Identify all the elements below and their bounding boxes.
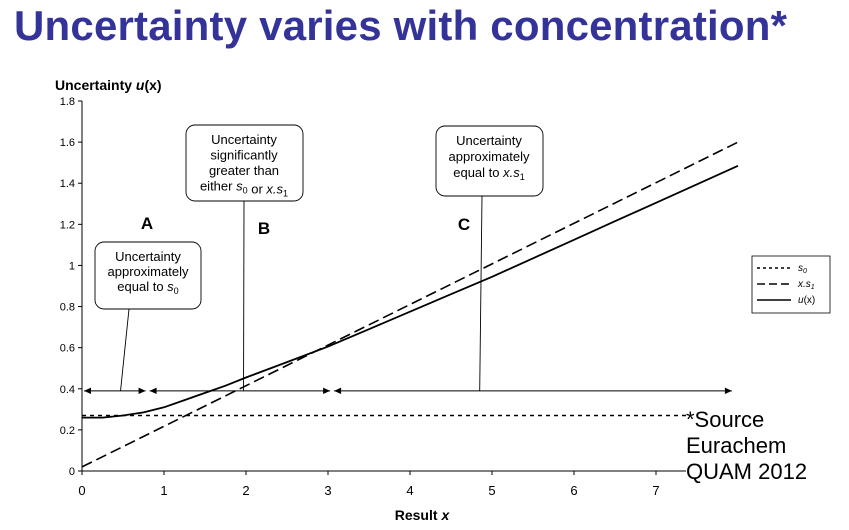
callout-pointer-c — [479, 195, 483, 391]
callout-text-line: Uncertainty — [115, 249, 181, 264]
callout-text-line: Uncertainty — [456, 133, 522, 148]
region-label-a: A — [141, 214, 153, 233]
x-axis-label: Result x — [395, 507, 451, 523]
region-arrowhead — [334, 387, 342, 395]
y-tick-label: 0.8 — [60, 302, 75, 314]
legend-label: s0 — [798, 263, 807, 275]
source-line: *Source — [686, 407, 765, 432]
source-note: *Source Eurachem QUAM 2012 — [686, 407, 812, 487]
region-arrowhead — [323, 387, 331, 395]
y-tick-label: 0.2 — [60, 425, 75, 437]
x-tick-label: 0 — [78, 483, 85, 498]
y-tick-label: 1.4 — [60, 178, 75, 190]
series-line-x-s1 — [81, 141, 739, 468]
callout-box-a — [94, 241, 202, 310]
callout-text-line: equal to s0 — [117, 279, 178, 296]
series-line-u-x- — [82, 164, 739, 419]
y-tick-label: 0.6 — [60, 343, 75, 355]
y-tick-label: 1.6 — [60, 137, 75, 149]
callout-text-line: greater than — [209, 163, 279, 178]
callout-box-b — [185, 124, 304, 202]
callout-text-line: approximately — [108, 264, 189, 279]
callout-pointer-a — [120, 308, 130, 391]
y-tick-label: 1.2 — [60, 219, 75, 231]
callout-text-line: significantly — [210, 148, 278, 163]
x-tick-label: 3 — [324, 483, 331, 498]
x-tick-label: 5 — [488, 483, 495, 498]
region-label-c: C — [458, 215, 470, 234]
series-lines — [81, 141, 739, 468]
legend-label: x.s1 — [797, 279, 815, 291]
x-tick-label: 2 — [242, 483, 249, 498]
y-axis-label: Uncertainty u(x) — [55, 77, 162, 93]
region-arrowhead — [149, 387, 157, 395]
region-arrowhead — [724, 387, 732, 395]
callout-text-line: either s0 or x.s1 — [200, 179, 288, 199]
region-markers: A B C — [84, 214, 732, 395]
y-tick-label: 0 — [69, 466, 75, 478]
y-tick-label: 1.8 — [60, 96, 75, 108]
region-arrowhead — [84, 387, 91, 395]
legend: s0 x.s1 u(x) — [751, 255, 831, 314]
y-tick-label: 1 — [69, 260, 75, 272]
callout-text-line: Uncertainty — [211, 132, 277, 147]
x-tick-label: 1 — [160, 483, 167, 498]
region-label-b: B — [258, 219, 270, 238]
source-line: Eurachem — [686, 433, 787, 458]
legend-label: u(x) — [798, 295, 815, 306]
callout-text-line: equal to x.s1 — [453, 165, 525, 182]
callout-box-c — [435, 125, 544, 197]
source-line: QUAM 2012 — [686, 459, 808, 484]
x-tick-label: 4 — [406, 483, 413, 498]
slide-title: Uncertainty varies with concentration* — [14, 2, 788, 49]
axes: 0 0.2 0.4 0.6 0.8 1 1.2 1.4 1.6 1.8 0 1 2 3 4 5 6 7 Uncert… — [55, 77, 738, 523]
y-tick-label: 0.4 — [60, 384, 75, 396]
region-arrowhead — [138, 387, 146, 395]
x-tick-label: 7 — [652, 483, 659, 498]
x-tick-label: 6 — [570, 483, 577, 498]
callout-text-line: approximately — [449, 149, 530, 164]
